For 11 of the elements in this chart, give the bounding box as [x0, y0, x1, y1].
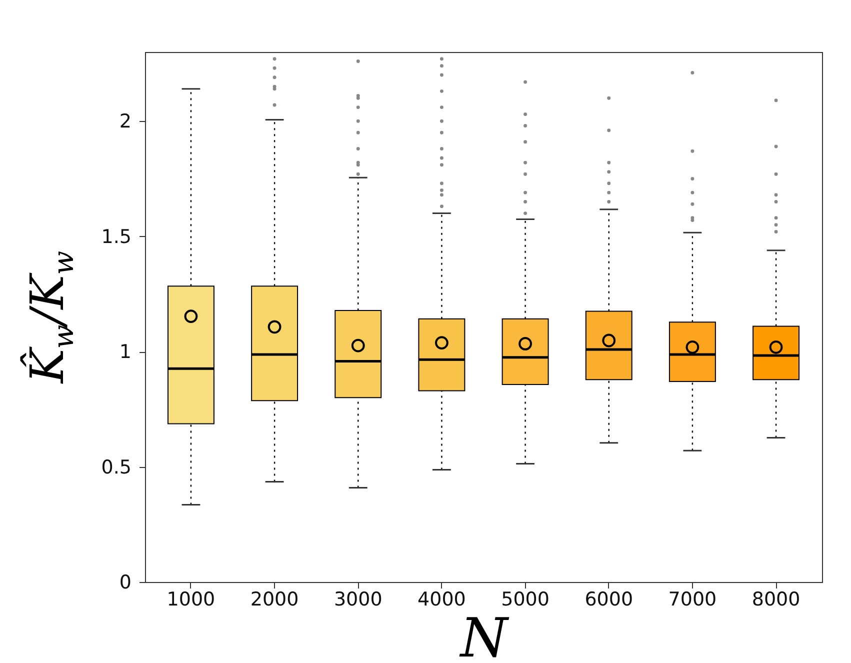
y-tick-label: 0.5: [101, 456, 132, 478]
x-tick-label: 6000: [584, 588, 634, 610]
y-tick-label: 0: [119, 572, 132, 594]
y-tick-label: 1.5: [101, 226, 132, 248]
y-tick-label: 1: [119, 341, 132, 364]
x-tick-label: 7000: [668, 588, 717, 610]
x-tick-label: 1000: [166, 588, 216, 610]
x-tick-label: 3000: [334, 588, 382, 610]
y-tick-label: 2: [119, 110, 132, 133]
x-tick-label: 8000: [752, 588, 800, 610]
x-tick-label: 2000: [250, 588, 299, 610]
